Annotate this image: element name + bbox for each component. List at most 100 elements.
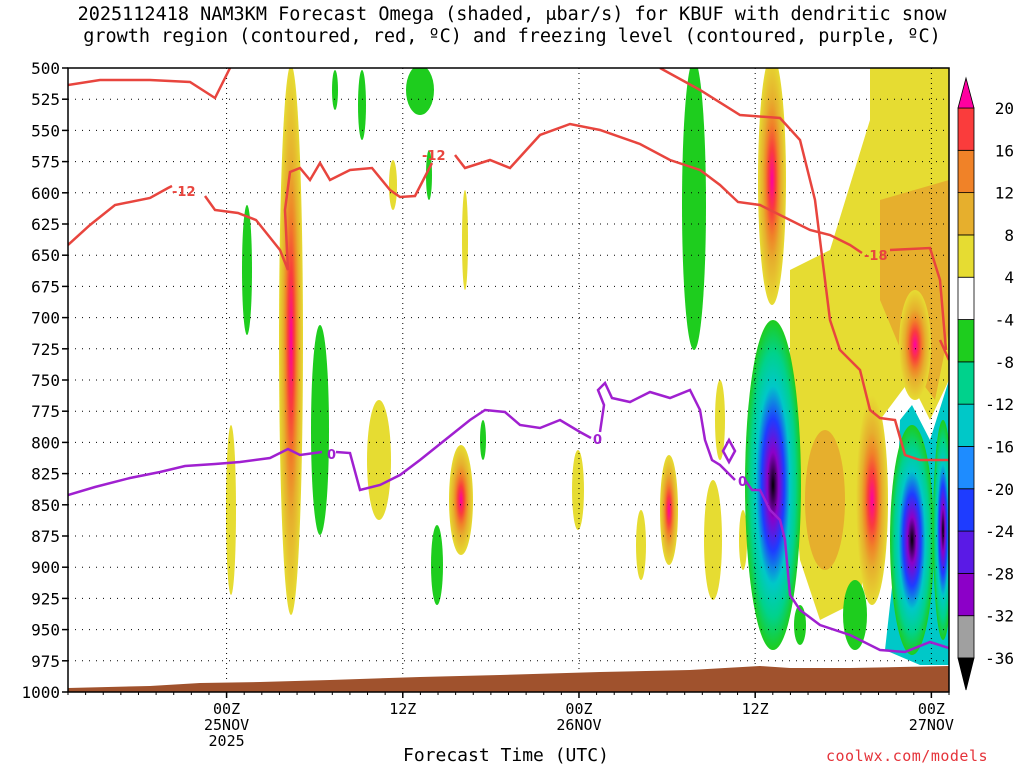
omega-shade: [682, 68, 706, 350]
omega-shade: [805, 430, 845, 570]
y-tick-label: 925: [31, 589, 60, 608]
colorbar-swatch: [957, 615, 975, 659]
colorbar-swatch: [957, 149, 975, 194]
omega-shade: [426, 150, 432, 200]
dgz-upper-contour: [68, 68, 232, 100]
y-tick-label: 800: [31, 433, 60, 452]
dgz-label: -12: [422, 149, 446, 164]
y-tick-label: 850: [31, 496, 60, 515]
terrain-surface: [68, 666, 949, 692]
omega-shade: [462, 190, 468, 290]
colorbar-low-arrow: [957, 657, 975, 691]
omega-shade: [794, 605, 806, 645]
colorbar-label: -36: [985, 649, 1014, 668]
y-tick-label: 900: [31, 558, 60, 577]
omega-shade: [367, 400, 391, 520]
y-tick-label: 725: [31, 340, 60, 359]
colorbar-label: -4: [995, 311, 1014, 330]
omega-shading: [226, 68, 949, 665]
colorbar-swatch: [957, 530, 975, 574]
colorbar-swatch: [957, 446, 975, 490]
y-tick-label: 1000: [21, 683, 60, 702]
dgz-label: -12: [172, 185, 196, 200]
colorbar-high-arrow: [957, 76, 975, 109]
freezing-level-label: 0: [327, 448, 336, 463]
y-tick-label: 550: [31, 121, 60, 140]
colorbar: -36 -32 -28 -24 -20 -16 -12 -8 -4 4 8 12 16 20: [957, 76, 1014, 691]
omega-shade: [715, 380, 725, 460]
dgz-label: -18: [864, 249, 888, 264]
contours: -12 -12 -18 0 0 0 0: [68, 68, 949, 654]
colorbar-label: -8: [995, 353, 1014, 372]
omega-shade: [899, 290, 931, 400]
dgz-warm-contour: [938, 339, 949, 361]
y-tick-label: 625: [31, 215, 60, 234]
y-axis: 500 525 550 575 600 625 650 675 700 725 750 775 800 8…: [21, 59, 68, 702]
omega-shade: [311, 325, 329, 535]
colorbar-label: -20: [985, 480, 1014, 499]
omega-shade: [358, 70, 366, 140]
omega-shade: [636, 510, 646, 580]
y-tick-label: 500: [31, 59, 60, 78]
omega-shade: [933, 420, 949, 640]
omega-shade: [572, 450, 584, 530]
x-tick-label: 25NOV: [204, 716, 249, 734]
omega-shade: [480, 420, 486, 460]
y-tick-label: 775: [31, 402, 60, 421]
omega-shade: [279, 68, 303, 615]
x-tick-label: 27NOV: [909, 716, 954, 734]
omega-shade: [758, 68, 786, 305]
colorbar-label: 8: [1004, 226, 1014, 245]
omega-shade: [332, 70, 338, 110]
colorbar-label: -28: [985, 564, 1014, 583]
y-tick-label: 825: [31, 465, 60, 484]
colorbar-label: 12: [995, 184, 1014, 203]
colorbar-swatch: [957, 488, 975, 532]
x-tick-label: 12Z: [389, 700, 416, 718]
chart-title-line2: growth region (contoured, red, ºC) and f…: [83, 26, 941, 47]
y-tick-label: 700: [31, 309, 60, 328]
omega-shade: [242, 205, 252, 335]
colorbar-swatch: [957, 276, 975, 320]
x-tick-label: 00Z: [565, 700, 592, 718]
omega-shade: [389, 160, 397, 210]
colorbar-swatch: [957, 403, 975, 447]
omega-shade: [856, 395, 888, 605]
omega-shade: [226, 425, 236, 595]
x-tick-label: 00Z: [213, 700, 240, 718]
y-tick-label: 750: [31, 371, 60, 390]
x-axis-label: Forecast Time (UTC): [403, 745, 609, 766]
omega-shade: [739, 510, 747, 570]
y-tick-label: 875: [31, 527, 60, 546]
y-tick-label: 650: [31, 246, 60, 265]
colorbar-label: -12: [985, 395, 1014, 414]
omega-shade: [660, 455, 678, 565]
dgz-lower-contour: [68, 122, 948, 351]
y-tick-label: 600: [31, 184, 60, 203]
colorbar-swatch: [957, 361, 975, 405]
omega-shade: [449, 445, 473, 555]
x-tick-label: 12Z: [742, 700, 769, 718]
omega-shade: [880, 180, 949, 400]
grid: [68, 68, 949, 692]
colorbar-swatch: [957, 572, 975, 617]
omega-shade: [843, 580, 867, 650]
y-tick-label: 975: [31, 652, 60, 671]
site-credit: coolwx.com/models: [826, 747, 989, 765]
freezing-level-contour: [68, 380, 949, 654]
omega-shade: [406, 68, 434, 115]
colorbar-swatch: [957, 234, 975, 278]
omega-shade: [704, 480, 722, 600]
chart-title-line1: 2025112418 NAM3KM Forecast Omega (shaded…: [77, 4, 947, 25]
x-tick-label: 2025: [209, 732, 245, 750]
y-tick-label: 575: [31, 153, 60, 172]
colorbar-swatch: [957, 192, 975, 236]
colorbar-label: 20: [995, 99, 1014, 118]
colorbar-label: 4: [1004, 268, 1014, 287]
freezing-level-label: 0: [738, 475, 747, 490]
colorbar-swatch: [957, 107, 975, 151]
y-tick-label: 675: [31, 277, 60, 296]
y-tick-label: 950: [31, 621, 60, 640]
